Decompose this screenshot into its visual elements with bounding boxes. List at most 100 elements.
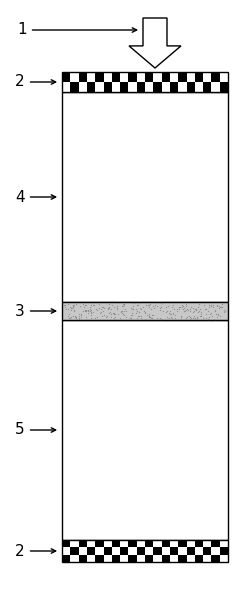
Bar	[103, 547, 112, 554]
Point	[72, 300, 76, 310]
Point	[187, 311, 191, 321]
Bar	[145, 82, 153, 92]
Point	[206, 306, 210, 316]
Text: 4: 4	[15, 190, 56, 205]
Point	[106, 305, 110, 314]
Point	[69, 312, 73, 322]
Point	[223, 307, 227, 316]
Bar	[79, 554, 87, 562]
Point	[169, 313, 173, 322]
Point	[94, 304, 98, 313]
Point	[152, 303, 156, 313]
Point	[66, 311, 70, 321]
Bar	[211, 547, 220, 554]
Point	[71, 301, 75, 311]
Point	[139, 305, 143, 314]
Bar	[220, 547, 228, 554]
Point	[79, 309, 83, 319]
Point	[147, 311, 151, 320]
Point	[143, 307, 147, 316]
Point	[83, 305, 87, 315]
Point	[89, 310, 93, 320]
Point	[159, 302, 163, 311]
Point	[192, 306, 196, 316]
Bar	[79, 72, 87, 82]
Point	[113, 313, 117, 322]
Point	[124, 312, 128, 322]
Text: 5: 5	[15, 422, 56, 437]
Bar	[220, 72, 228, 82]
Point	[209, 301, 213, 310]
Bar	[153, 547, 162, 554]
Point	[147, 311, 151, 321]
Point	[99, 307, 103, 317]
Point	[207, 313, 211, 322]
Bar	[170, 547, 178, 554]
Point	[196, 302, 200, 312]
Bar	[95, 554, 103, 562]
Bar	[137, 547, 145, 554]
Point	[217, 303, 221, 313]
Bar	[112, 554, 120, 562]
Point	[121, 301, 124, 310]
Point	[122, 299, 126, 308]
Point	[194, 304, 198, 313]
Point	[204, 310, 208, 319]
Point	[101, 302, 105, 311]
Point	[96, 303, 100, 313]
Bar	[87, 540, 95, 547]
Point	[166, 302, 170, 311]
Point	[195, 313, 199, 323]
Bar	[170, 540, 178, 547]
Point	[139, 311, 143, 320]
Point	[139, 313, 143, 323]
Point	[151, 302, 155, 311]
Point	[69, 303, 73, 313]
Bar	[153, 82, 162, 92]
Bar	[178, 540, 186, 547]
Point	[131, 304, 135, 314]
Point	[188, 304, 192, 314]
Point	[147, 300, 151, 310]
Point	[213, 305, 217, 315]
Point	[171, 300, 175, 310]
Point	[185, 312, 189, 322]
Point	[86, 306, 90, 316]
Point	[171, 310, 175, 319]
Point	[169, 309, 173, 319]
Point	[63, 300, 67, 310]
Point	[135, 306, 139, 316]
Bar	[203, 554, 211, 562]
Bar	[211, 82, 220, 92]
Point	[67, 314, 71, 323]
Point	[178, 302, 182, 311]
Bar	[137, 72, 145, 82]
Bar	[195, 72, 203, 82]
Point	[220, 302, 224, 312]
Bar	[62, 72, 228, 92]
Point	[71, 311, 75, 320]
Point	[177, 304, 181, 314]
Point	[214, 310, 218, 319]
Bar	[112, 540, 120, 547]
Text: 3: 3	[15, 304, 56, 319]
Point	[179, 311, 183, 321]
Point	[175, 304, 179, 313]
Bar	[186, 72, 195, 82]
Point	[148, 299, 152, 308]
Bar	[95, 540, 103, 547]
Point	[187, 314, 191, 323]
Point	[68, 302, 72, 311]
Point	[189, 302, 193, 311]
Point	[68, 313, 72, 322]
Point	[74, 299, 78, 309]
Point	[191, 307, 195, 316]
Point	[206, 314, 210, 323]
Bar	[87, 82, 95, 92]
Point	[123, 304, 127, 314]
Point	[119, 306, 123, 316]
Point	[209, 308, 213, 317]
Point	[86, 305, 90, 315]
Point	[84, 312, 88, 322]
Point	[131, 299, 135, 308]
